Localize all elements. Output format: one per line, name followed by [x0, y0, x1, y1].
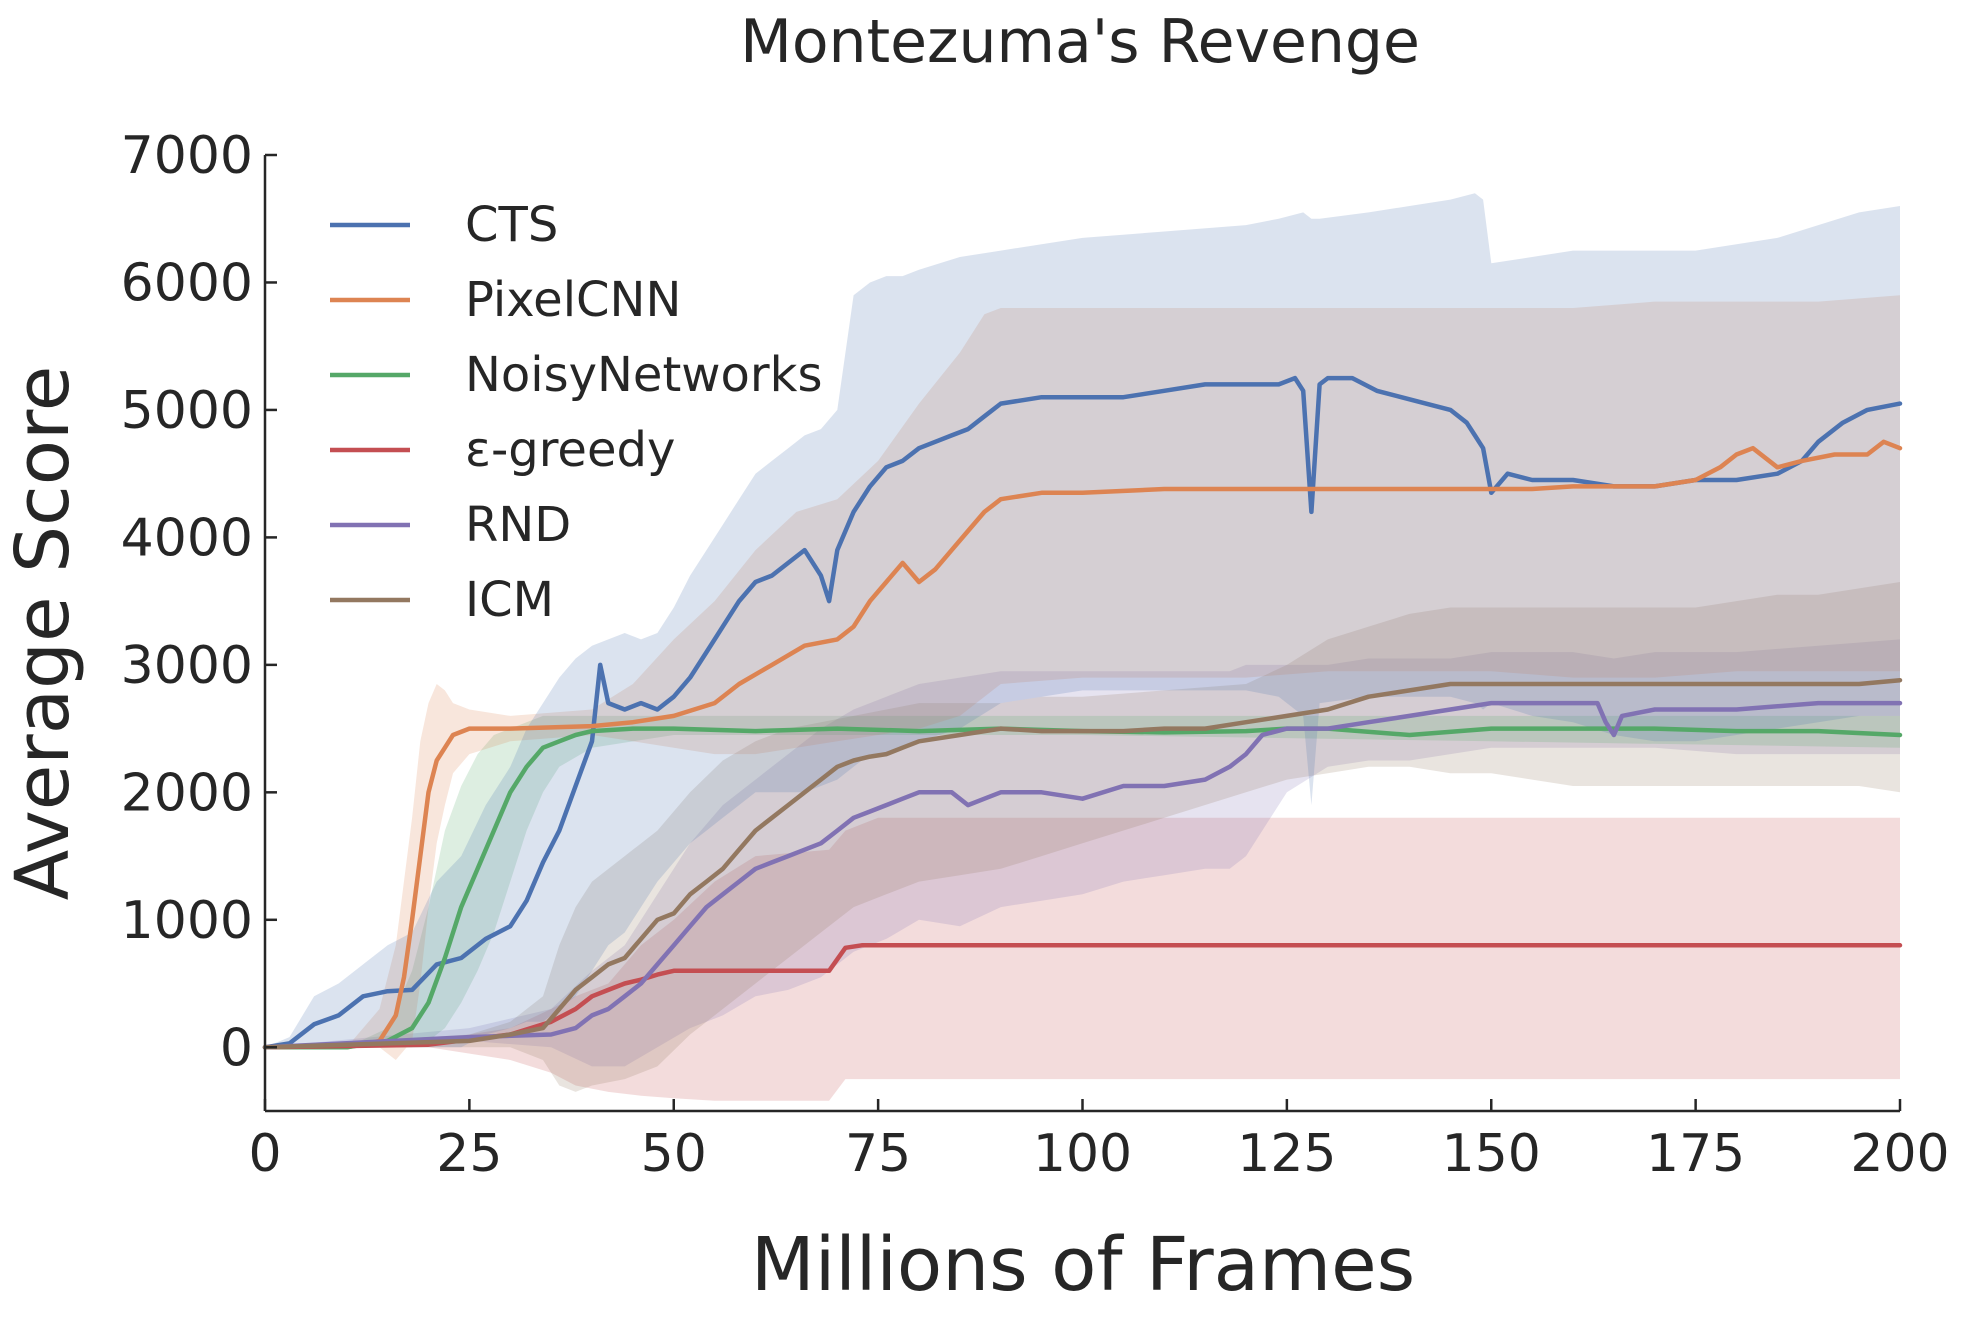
chart-title: Montezuma's Revenge	[740, 7, 1420, 77]
legend-label: ICM	[465, 572, 554, 628]
x-tick-label: 50	[641, 1124, 707, 1184]
x-tick-label: 125	[1237, 1124, 1336, 1184]
legend-item-noisynetworks: NoisyNetworks	[330, 347, 822, 403]
y-axis-title: Average Score	[0, 366, 86, 901]
y-tick-label: 4000	[121, 508, 253, 568]
y-tick-label: 5000	[121, 381, 253, 441]
series-line-pixelcnn	[262, 439, 1903, 1050]
x-tick-label: 75	[845, 1124, 911, 1184]
legend-item-icm: ICM	[330, 572, 554, 628]
band-cts	[265, 193, 1900, 1048]
legend-label: PixelCNN	[465, 272, 681, 328]
series-line-rnd	[262, 700, 1903, 1050]
band-greedy	[265, 817, 1900, 1101]
x-tick-label: 25	[436, 1124, 502, 1184]
x-tick-label: 200	[1850, 1124, 1949, 1184]
x-axis-title: Millions of Frames	[751, 1222, 1415, 1308]
x-tick-label: 150	[1442, 1124, 1541, 1184]
axis-ticks: 0 25 50 75 100 125 150 175 200010002000300040005…	[121, 126, 1950, 1184]
confidence-bands	[265, 193, 1900, 1101]
x-tick-label: 175	[1646, 1124, 1745, 1184]
legend-label: NoisyNetworks	[465, 347, 822, 403]
legend-label: RND	[465, 497, 571, 553]
legend-item-greedy: ε-greedy	[330, 422, 675, 478]
legend: CTS PixelCNN NoisyNetworks ε-greedy RND ICM	[330, 197, 822, 628]
band-rnd	[265, 639, 1900, 1067]
band-noisynetworks	[265, 715, 1900, 1048]
y-tick-label: 3000	[121, 636, 253, 696]
y-tick-label: 7000	[121, 126, 253, 186]
series-lines	[262, 375, 1903, 1050]
y-tick-label: 6000	[121, 253, 253, 313]
x-tick-label: 100	[1033, 1124, 1132, 1184]
x-tick-label: 0	[248, 1124, 281, 1184]
y-tick-label: 1000	[121, 891, 253, 951]
legend-item-rnd: RND	[330, 497, 571, 553]
legend-item-cts: CTS	[330, 197, 558, 253]
legend-label: CTS	[465, 197, 558, 253]
series-line-greedy	[262, 943, 1903, 1050]
series-line-noisynetworks	[262, 726, 1903, 1050]
series-line-icm	[262, 677, 1903, 1050]
band-icm	[265, 582, 1900, 1092]
legend-label: ε-greedy	[465, 422, 675, 478]
y-tick-label: 0	[220, 1018, 253, 1078]
legend-item-pixelcnn: PixelCNN	[330, 272, 681, 328]
y-tick-label: 2000	[121, 763, 253, 823]
series-line-cts	[262, 375, 1903, 1050]
